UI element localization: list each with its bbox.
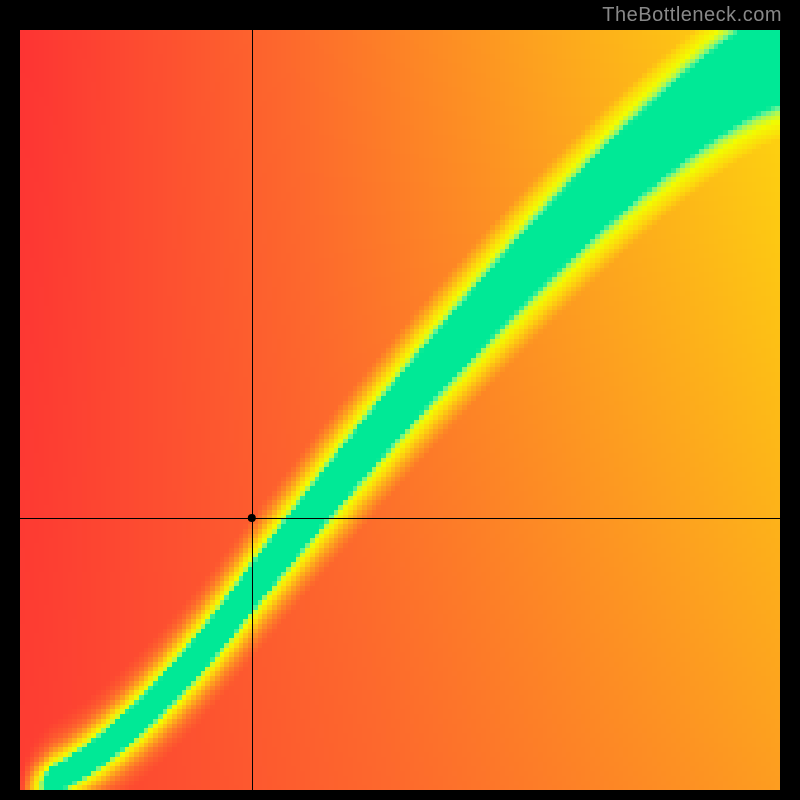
bottleneck-heatmap xyxy=(20,30,780,790)
heatmap-canvas xyxy=(20,30,780,790)
watermark-text: TheBottleneck.com xyxy=(602,4,782,27)
